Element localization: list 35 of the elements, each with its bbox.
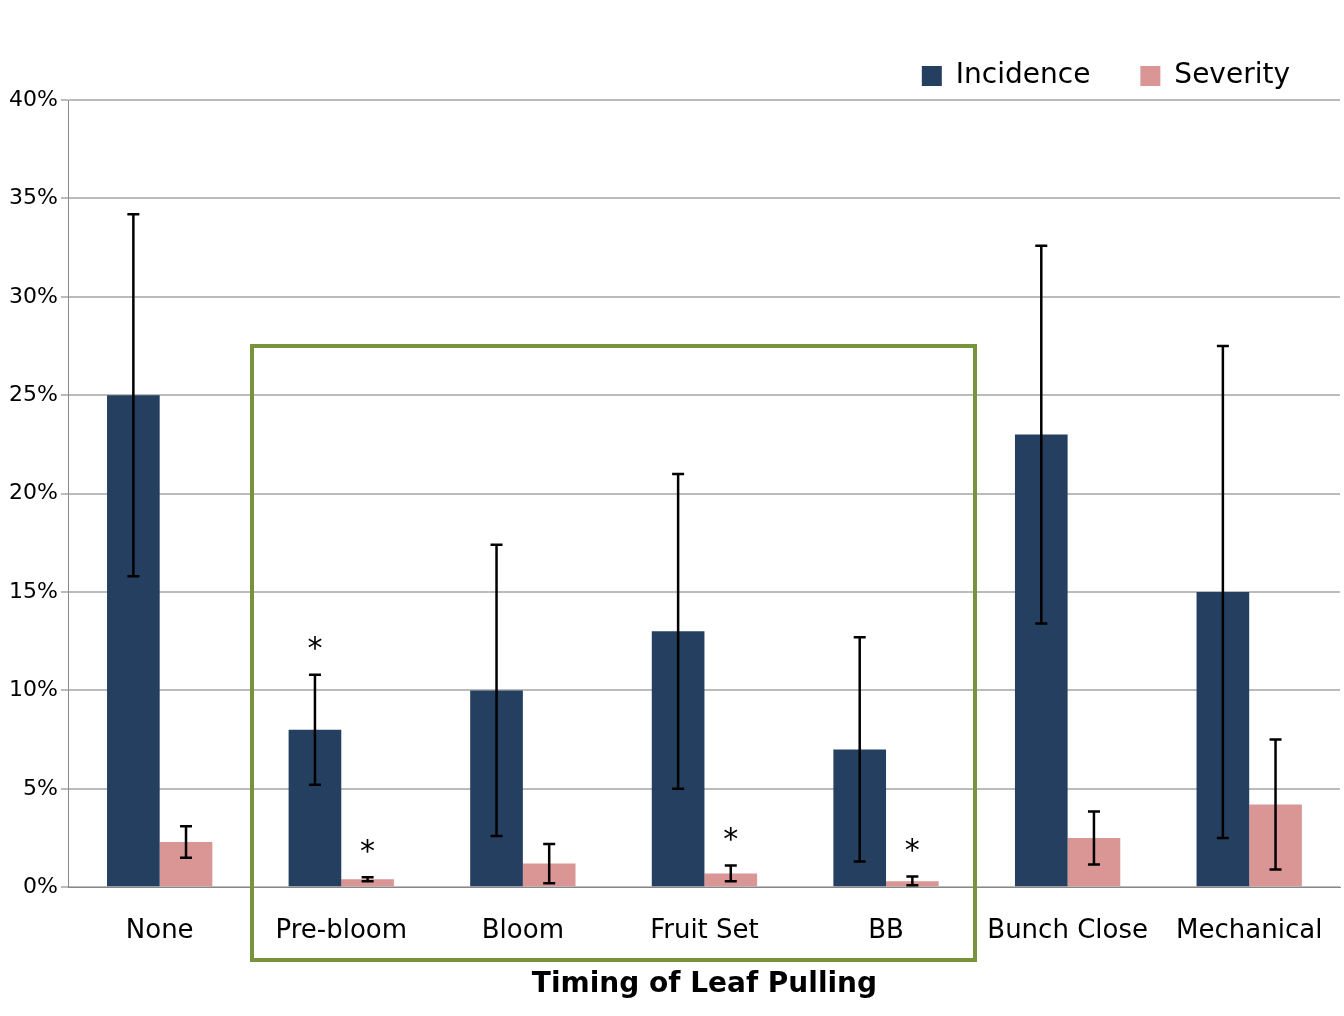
x-tick-label: Bloom — [481, 913, 564, 944]
y-tick-label: 40% — [8, 85, 58, 111]
y-tick-label: 10% — [8, 676, 58, 702]
x-axis-title: Timing of Leaf Pulling — [531, 966, 878, 1000]
x-tick-label: Fruit Set — [650, 913, 759, 944]
bar — [1014, 434, 1068, 887]
legend-label: Severity — [1174, 57, 1290, 91]
x-tick-label: Mechanical — [1176, 913, 1323, 944]
bar — [1196, 592, 1250, 887]
bar — [288, 729, 342, 887]
annotation: * — [360, 833, 376, 869]
bar — [704, 873, 758, 887]
x-tick-label: Pre-bloom — [275, 913, 408, 944]
annotation: * — [307, 630, 323, 666]
x-tick-label: Bunch Close — [987, 913, 1148, 944]
annotation: * — [723, 821, 739, 857]
y-tick-label: 5% — [22, 774, 58, 800]
y-tick-label: 20% — [8, 479, 58, 505]
bar — [651, 631, 705, 887]
annotation: * — [904, 832, 920, 868]
bar — [1249, 804, 1302, 887]
y-tick-label: 30% — [8, 282, 58, 308]
x-tick-label: BB — [868, 913, 904, 944]
legend-label: Incidence — [955, 57, 1091, 91]
y-tick-label: 0% — [22, 872, 58, 898]
bar — [470, 690, 523, 887]
y-tick-label: 35% — [8, 184, 58, 210]
bar — [107, 395, 160, 887]
y-tick-label: 15% — [8, 577, 58, 603]
bar — [522, 863, 576, 887]
bar — [833, 749, 887, 887]
bar — [159, 841, 213, 887]
bar — [1067, 838, 1121, 887]
y-tick-label: 25% — [8, 380, 58, 406]
x-tick-label: None — [125, 913, 194, 944]
